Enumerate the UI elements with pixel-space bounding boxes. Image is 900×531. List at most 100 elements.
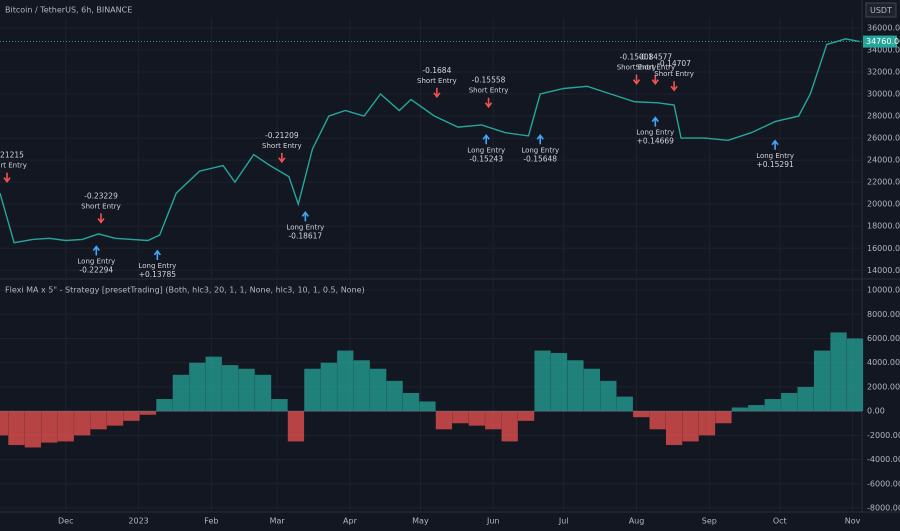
- histogram-bar: [846, 338, 864, 412]
- trade-label: Short Entry: [417, 77, 457, 85]
- pane: 14000.00 16000.00 18000.00 20000.00 22000.00…: [0, 18, 900, 278]
- histogram-bar: [600, 380, 617, 412]
- short-arrow: [278, 152, 286, 164]
- long-arrow: [482, 133, 490, 145]
- long-arrow: [771, 139, 779, 150]
- histogram-bar: [8, 411, 25, 446]
- trade-pnl: -0.1684: [422, 66, 451, 75]
- histogram-bar: [106, 411, 124, 426]
- trade-pnl: -0.18617: [288, 231, 322, 240]
- y-tick-label: 20000.00: [867, 200, 900, 209]
- currency-box[interactable]: [865, 2, 897, 18]
- histogram-bar: [698, 411, 716, 436]
- symbol-title: Bitcoin / TetherUS, 6h, BINANCE: [5, 6, 132, 15]
- x-tick-label: May: [412, 517, 429, 526]
- x-tick-label: Apr: [343, 517, 358, 526]
- histogram-bar: [550, 353, 568, 412]
- histogram-bar: [370, 368, 387, 412]
- histogram-bar: [287, 411, 305, 442]
- y-tick-label: -2000.00: [867, 431, 900, 440]
- histogram-bar: [534, 350, 551, 412]
- histogram-bar: [238, 368, 255, 412]
- price-line: [0, 38, 860, 244]
- histogram-bar: [353, 360, 370, 412]
- indicator-title: Flexi MA x 5" - Strategy [presetTrading]…: [5, 286, 365, 295]
- trade-label: Short Entry: [262, 142, 302, 150]
- x-tick-label: Dec: [58, 517, 73, 526]
- histogram-bar: [222, 365, 239, 412]
- trade-label: Short Entry: [469, 87, 509, 95]
- y-tick-label: -6000.00: [867, 479, 900, 488]
- y-tick-label: 22000.00: [867, 178, 900, 187]
- histogram-bar: [567, 360, 584, 412]
- x-tick-label: Sep: [702, 517, 717, 526]
- y-tick-label: 26000.00: [867, 134, 900, 143]
- x-tick-label: Jun: [486, 517, 500, 526]
- last-price-label: 34760.00: [866, 37, 900, 46]
- histogram-bar: [123, 411, 140, 421]
- trade-label: Long Entry: [286, 223, 324, 231]
- histogram-bar: [452, 411, 469, 424]
- histogram-bar: [320, 362, 337, 412]
- long-arrow: [301, 211, 309, 222]
- histogram-bar: [205, 356, 222, 412]
- histogram-bar: [764, 399, 781, 412]
- trade-label: Long Entry: [138, 262, 176, 270]
- trade-label: Short Entry: [0, 162, 27, 170]
- y-tick-label: 2000.00: [867, 382, 900, 391]
- histogram-bar: [189, 362, 206, 412]
- histogram-bar: [386, 380, 403, 412]
- histogram-bar: [781, 392, 798, 412]
- histogram-bar: [271, 399, 288, 412]
- trade-pnl: +0.15291: [756, 160, 794, 169]
- short-arrow: [3, 172, 11, 183]
- trade-label: Short Entry: [617, 64, 657, 72]
- x-tick-label: Feb: [204, 517, 218, 526]
- trade-pnl: -0.15243: [469, 154, 503, 163]
- histogram-bar: [254, 374, 272, 412]
- histogram-bar: [748, 405, 765, 412]
- histogram-bar: [90, 411, 107, 430]
- short-arrow: [484, 97, 493, 109]
- y-tick-label: 0.00: [867, 407, 885, 416]
- y-tick-label: 34000.00: [867, 45, 900, 54]
- histogram-bar: [485, 411, 502, 430]
- trade-pnl: -0.15008: [620, 53, 654, 62]
- trade-pnl: +0.13785: [139, 270, 177, 279]
- y-tick-label: 28000.00: [867, 112, 900, 121]
- trade-pnl: -0.15648: [523, 154, 557, 163]
- histogram-bar: [731, 407, 748, 412]
- y-tick-label: 30000.00: [867, 90, 900, 99]
- short-arrow: [651, 74, 659, 85]
- histogram-bar: [24, 411, 42, 448]
- histogram-bar: [813, 350, 831, 412]
- histogram-bar: [682, 411, 699, 442]
- currency[interactable]: USDT: [870, 6, 892, 15]
- histogram-bar: [337, 350, 354, 412]
- y-tick-label: 10000.00: [867, 286, 900, 295]
- histogram-bar: [435, 411, 453, 430]
- x-tick-label: Oct: [773, 517, 787, 526]
- trade-label: Long Entry: [636, 129, 674, 137]
- last-price-tag: [863, 35, 897, 48]
- histogram-bar: [715, 411, 732, 424]
- histogram-bar: [139, 411, 157, 415]
- histogram-bar: [830, 332, 847, 412]
- short-arrow: [670, 81, 678, 92]
- histogram-bar: [517, 411, 535, 421]
- long-arrow: [651, 116, 659, 127]
- histogram-bar: [0, 411, 9, 436]
- y-tick-label: 8000.00: [867, 310, 900, 319]
- y-tick-label: 16000.00: [867, 244, 900, 253]
- trade-pnl: -0.14707: [657, 59, 691, 68]
- long-arrow: [536, 133, 544, 145]
- y-tick-label: 36000.00: [867, 23, 900, 32]
- trade-label: Long Entry: [521, 146, 559, 154]
- long-arrow: [92, 245, 100, 256]
- x-tick-label: Mar: [270, 517, 286, 526]
- histogram-bar: [797, 386, 814, 412]
- y-tick-label: -4000.00: [867, 455, 900, 464]
- short-arrow: [97, 213, 105, 224]
